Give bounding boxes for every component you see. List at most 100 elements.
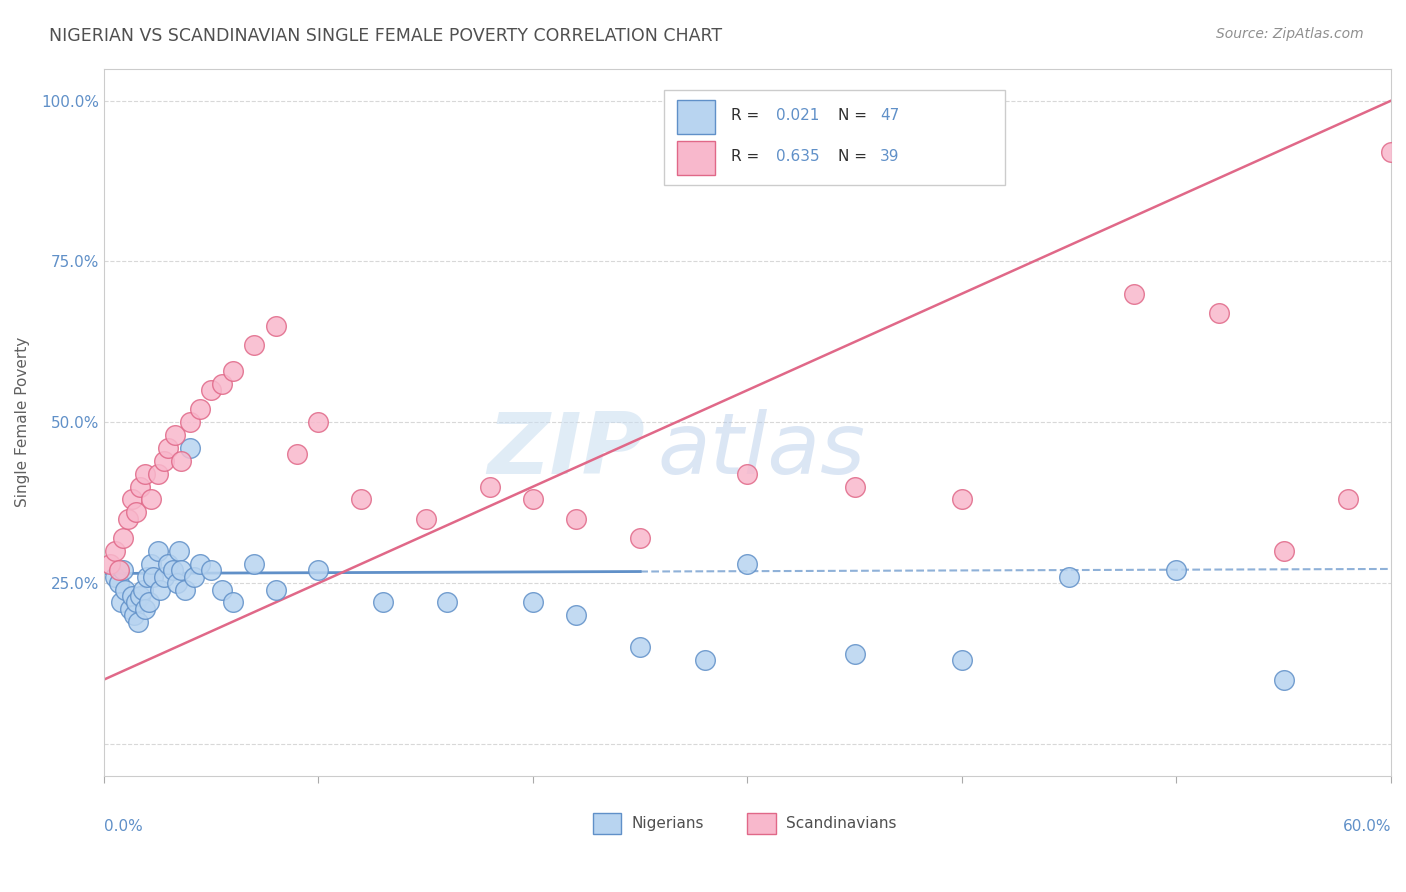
Point [190,557,212,571]
Point [162,563,184,577]
Point [153,569,176,583]
Point [211,376,233,391]
Point [104,569,127,583]
Point [1057,569,1080,583]
Point [628,531,651,545]
Point [129,589,152,603]
Point [308,563,330,577]
Point [157,441,180,455]
Point [183,569,205,583]
Point [565,512,588,526]
Text: Source: ZipAtlas.com: Source: ZipAtlas.com [1216,27,1364,41]
Point [243,338,266,352]
Point [134,602,156,616]
Point [163,428,186,442]
Text: R =: R = [731,109,763,123]
Point [200,383,222,397]
Text: 39: 39 [880,150,900,164]
Text: N =: N = [838,150,872,164]
Point [100,557,122,571]
Point [844,647,866,661]
Point [1272,544,1295,558]
Point [127,615,149,629]
Point [285,447,308,461]
Point [371,595,394,609]
FancyBboxPatch shape [676,141,716,175]
Point [134,467,156,481]
Point [149,582,172,597]
Point [1208,306,1230,320]
Point [243,557,266,571]
FancyBboxPatch shape [664,90,1005,186]
Point [737,557,759,571]
Point [129,480,152,494]
Point [121,492,143,507]
Point [146,544,169,558]
Text: Nigerians: Nigerians [631,816,704,831]
Point [628,640,651,655]
Point [125,505,148,519]
Text: 0.635: 0.635 [776,150,820,164]
Point [112,563,135,577]
Point [157,557,180,571]
Point [179,415,201,429]
Point [108,563,131,577]
Point [1379,145,1402,160]
Point [436,595,458,609]
Text: 47: 47 [880,109,900,123]
Point [170,454,193,468]
Text: 0.0%: 0.0% [104,819,143,833]
Point [125,595,148,609]
Point [135,569,157,583]
Point [190,402,212,417]
Point [114,582,136,597]
Point [522,492,544,507]
Point [221,364,243,378]
Point [118,602,141,616]
Point [104,544,127,558]
Point [179,441,201,455]
Text: NIGERIAN VS SCANDINAVIAN SINGLE FEMALE POVERTY CORRELATION CHART: NIGERIAN VS SCANDINAVIAN SINGLE FEMALE P… [49,27,723,45]
FancyBboxPatch shape [593,813,621,834]
Point [221,595,243,609]
Point [950,653,973,667]
Point [950,492,973,507]
Point [308,415,330,429]
FancyBboxPatch shape [748,813,776,834]
Point [117,512,139,526]
Point [166,576,188,591]
Text: 60.0%: 60.0% [1343,819,1391,833]
Point [693,653,716,667]
Point [1337,492,1360,507]
Point [844,480,866,494]
Y-axis label: Single Female Poverty: Single Female Poverty [15,337,30,508]
Text: 0.021: 0.021 [776,109,820,123]
Point [142,569,165,583]
Point [122,608,145,623]
Point [211,582,233,597]
Point [415,512,437,526]
Point [112,531,135,545]
Point [108,576,131,591]
Point [153,454,176,468]
Point [1166,563,1188,577]
Text: ZIP: ZIP [486,409,644,492]
Point [170,563,193,577]
Point [121,589,143,603]
Point [110,595,132,609]
Point [350,492,373,507]
Point [737,467,759,481]
Point [1122,286,1144,301]
Point [522,595,544,609]
Point [141,557,163,571]
Text: atlas: atlas [658,409,866,492]
Point [264,582,287,597]
Point [174,582,197,597]
Point [200,563,222,577]
FancyBboxPatch shape [676,101,716,135]
Point [141,492,163,507]
Point [131,582,153,597]
Point [138,595,160,609]
Point [167,544,190,558]
Point [146,467,169,481]
